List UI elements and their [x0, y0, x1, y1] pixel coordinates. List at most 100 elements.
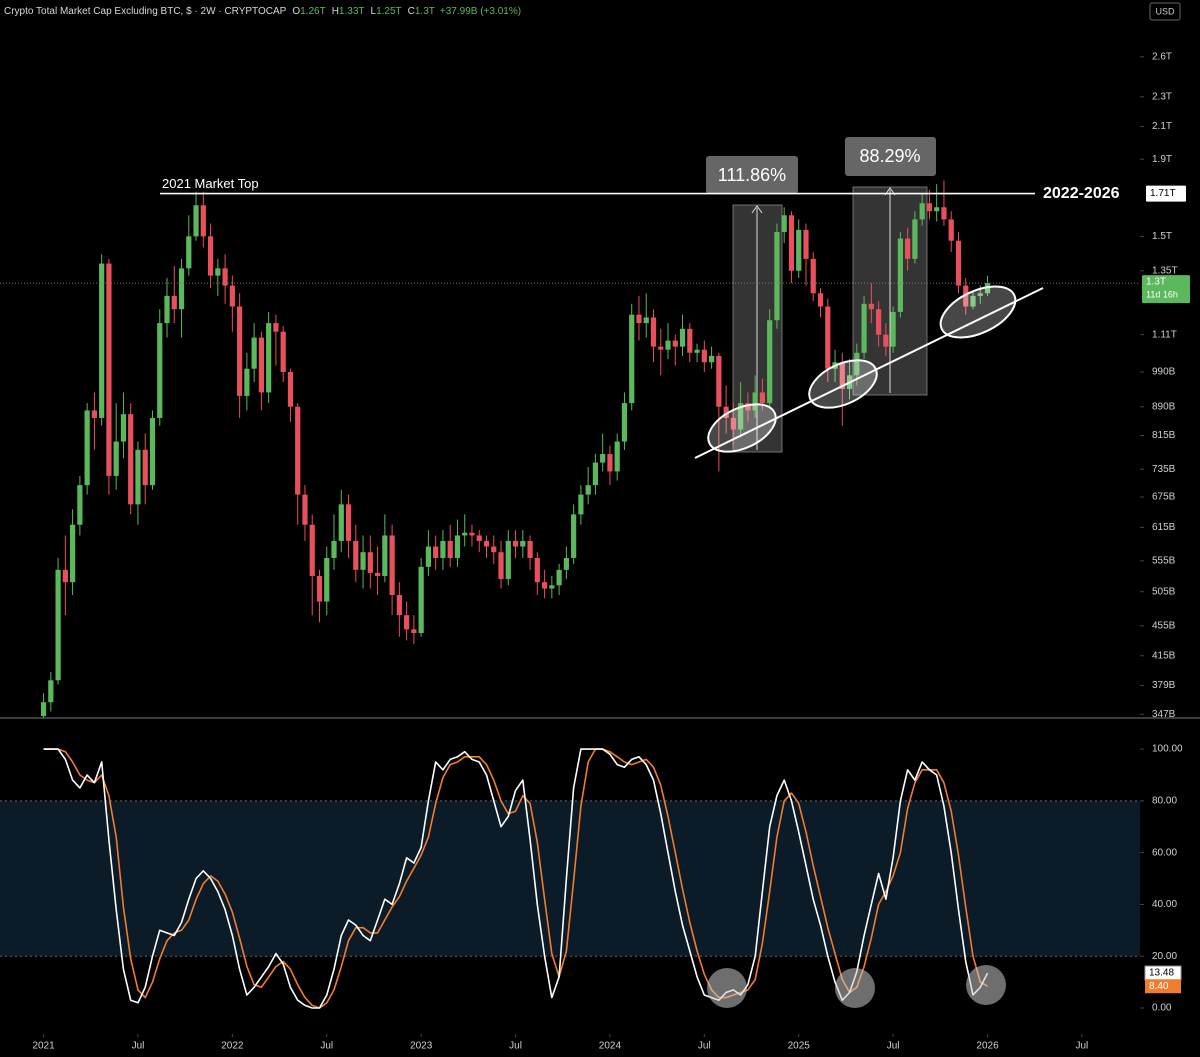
- candle-body: [142, 449, 148, 486]
- candle-body: [752, 392, 758, 411]
- candle-body: [629, 314, 635, 404]
- candle-body: [389, 535, 395, 595]
- measure-label: 88.29%: [859, 146, 920, 166]
- trendline: [694, 287, 1044, 459]
- candle-body: [716, 355, 722, 407]
- candle-body: [926, 203, 933, 212]
- x-tick-label: Jul: [320, 1041, 333, 1052]
- y-tick-label: 1.9T: [1152, 154, 1172, 165]
- header-text: H: [332, 6, 339, 17]
- y-tick-label: 60.00: [1152, 847, 1177, 858]
- candle-body: [483, 540, 490, 547]
- x-tick-label: 2022: [221, 1041, 244, 1052]
- candle-body: [592, 462, 599, 486]
- candle-body: [440, 540, 446, 558]
- candle-body: [345, 504, 352, 541]
- current-price-box: [1142, 275, 1190, 304]
- candle-body: [324, 557, 330, 602]
- currency-box: [1149, 2, 1181, 21]
- candle-body: [621, 403, 628, 442]
- candle-body: [774, 232, 780, 321]
- candle-body: [861, 303, 867, 353]
- candle-body: [309, 524, 315, 576]
- highlight-ellipse: [808, 359, 878, 409]
- candle-body: [955, 240, 962, 286]
- candle-body: [454, 535, 461, 558]
- oscillator-line: [43, 748, 988, 1009]
- candle-body: [556, 569, 562, 586]
- candle-body: [505, 540, 511, 580]
- candle-body: [62, 569, 68, 583]
- candle-body: [512, 540, 519, 547]
- y-tick-label: 2.1T: [1152, 121, 1172, 132]
- candle-body: [585, 485, 591, 495]
- candle-body: [578, 494, 584, 515]
- x-tick-label: Jul: [132, 1041, 145, 1052]
- highlight-circle: [707, 968, 747, 1008]
- candle-body: [571, 514, 577, 558]
- candle-body: [135, 449, 141, 505]
- y-tick-label: 815B: [1152, 430, 1176, 441]
- measure-arrowhead: [884, 187, 896, 196]
- x-tick-label: Jul: [1076, 1041, 1089, 1052]
- level-right-label: 2022-2026: [1043, 185, 1120, 202]
- candle-body: [563, 557, 569, 570]
- candle-body: [113, 441, 119, 476]
- candle-body: [498, 552, 504, 580]
- candle-body: [636, 314, 642, 324]
- candle-body: [694, 349, 700, 353]
- x-tick-label: Jul: [887, 1041, 900, 1052]
- y-tick-label: 0.00: [1152, 1003, 1172, 1014]
- candle-body: [171, 295, 177, 310]
- candle-body: [149, 417, 156, 486]
- current-price-label: 1.3T: [1146, 277, 1166, 288]
- candle-body: [491, 546, 497, 553]
- candle-body: [868, 303, 874, 310]
- candle-body: [912, 219, 918, 259]
- candle-body: [708, 355, 715, 363]
- x-tick-label: Jul: [698, 1041, 711, 1052]
- candle-body: [665, 340, 671, 350]
- y-tick-label: 890B: [1152, 401, 1176, 412]
- candle-body: [164, 295, 170, 324]
- y-tick-label: 615B: [1152, 522, 1176, 533]
- level-axis-box: [1146, 185, 1186, 202]
- candle-body: [251, 337, 257, 369]
- candle-body: [200, 205, 206, 237]
- header-text: 1.33T: [339, 6, 365, 17]
- header: Crypto Total Market Cap Excluding BTC, $…: [4, 6, 521, 17]
- candle-body: [237, 306, 243, 396]
- y-tick-label: 80.00: [1152, 795, 1177, 806]
- candle-body: [825, 306, 831, 369]
- y-tick-label: 347B: [1152, 709, 1176, 720]
- candle-body: [781, 215, 787, 233]
- y-tick-label: 990B: [1152, 367, 1176, 378]
- candle-body: [890, 311, 896, 347]
- candle-body: [745, 403, 751, 411]
- y-tick-label: 20.00: [1152, 951, 1177, 962]
- y-tick-label: 379B: [1152, 680, 1176, 691]
- candle-body: [77, 485, 83, 525]
- y-tick-label: 505B: [1152, 586, 1176, 597]
- candle-body: [120, 414, 127, 442]
- candle-body: [607, 454, 613, 472]
- candle-body: [875, 309, 882, 335]
- candle-body: [404, 615, 410, 630]
- y-tick-label: 555B: [1152, 556, 1176, 567]
- candles: 2.6T 2.3T 2.1T 1.9T 1.5T 1.35T 1.11T 990B 890B 81…: [40, 51, 1178, 720]
- candle-body: [679, 328, 686, 347]
- y-tick-label: 455B: [1152, 620, 1176, 631]
- candle-body: [178, 268, 185, 310]
- candle-body: [919, 203, 925, 220]
- measure-label: 111.86%: [718, 165, 786, 185]
- y-tick-label: 1.5T: [1152, 231, 1172, 242]
- candle-body: [55, 569, 61, 681]
- candle-body: [534, 557, 540, 583]
- candle-body: [948, 219, 954, 241]
- currency: USD: [1155, 6, 1175, 16]
- candle-body: [730, 417, 736, 430]
- header-text: C: [408, 6, 415, 17]
- candle-body: [280, 331, 286, 372]
- candle-body: [839, 362, 845, 389]
- x-tick-label: 2025: [788, 1041, 811, 1052]
